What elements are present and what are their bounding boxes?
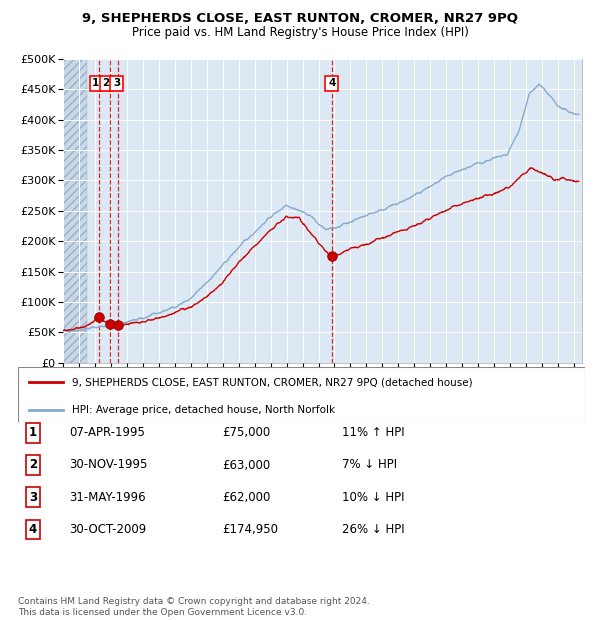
Text: 07-APR-1995: 07-APR-1995 — [69, 427, 145, 439]
Text: £63,000: £63,000 — [222, 459, 270, 471]
Text: 1: 1 — [29, 427, 37, 439]
Text: 4: 4 — [29, 523, 37, 536]
Text: 7% ↓ HPI: 7% ↓ HPI — [342, 459, 397, 471]
Text: Contains HM Land Registry data © Crown copyright and database right 2024.
This d: Contains HM Land Registry data © Crown c… — [18, 598, 370, 617]
Text: 2: 2 — [103, 78, 110, 88]
Text: HPI: Average price, detached house, North Norfolk: HPI: Average price, detached house, Nort… — [72, 405, 335, 415]
Text: 4: 4 — [328, 78, 335, 88]
Text: 3: 3 — [29, 491, 37, 503]
Text: 11% ↑ HPI: 11% ↑ HPI — [342, 427, 404, 439]
Text: 30-NOV-1995: 30-NOV-1995 — [69, 459, 148, 471]
Text: 1: 1 — [92, 78, 100, 88]
Text: Price paid vs. HM Land Registry's House Price Index (HPI): Price paid vs. HM Land Registry's House … — [131, 26, 469, 39]
Text: 3: 3 — [113, 78, 120, 88]
Text: 10% ↓ HPI: 10% ↓ HPI — [342, 491, 404, 503]
Text: £75,000: £75,000 — [222, 427, 270, 439]
Text: £62,000: £62,000 — [222, 491, 271, 503]
Text: 9, SHEPHERDS CLOSE, EAST RUNTON, CROMER, NR27 9PQ: 9, SHEPHERDS CLOSE, EAST RUNTON, CROMER,… — [82, 12, 518, 25]
FancyBboxPatch shape — [18, 367, 585, 422]
Text: 26% ↓ HPI: 26% ↓ HPI — [342, 523, 404, 536]
Text: 31-MAY-1996: 31-MAY-1996 — [69, 491, 146, 503]
Text: 30-OCT-2009: 30-OCT-2009 — [69, 523, 146, 536]
Text: 2: 2 — [29, 459, 37, 471]
Text: 9, SHEPHERDS CLOSE, EAST RUNTON, CROMER, NR27 9PQ (detached house): 9, SHEPHERDS CLOSE, EAST RUNTON, CROMER,… — [72, 378, 472, 388]
Text: £174,950: £174,950 — [222, 523, 278, 536]
